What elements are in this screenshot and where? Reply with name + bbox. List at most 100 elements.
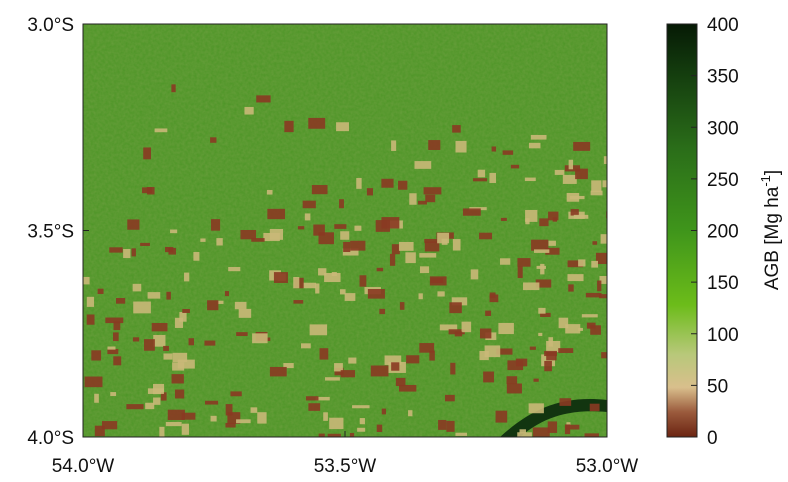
clearing-patch (381, 178, 394, 188)
x-tick-label: 53.5°W (314, 456, 377, 477)
colorbar-tick-label: 300 (707, 118, 739, 139)
clearing-patch (266, 189, 273, 195)
clearing-patch (449, 302, 462, 314)
clearing-patch (589, 403, 600, 412)
clearing-patch (517, 432, 532, 437)
clearing-patch (462, 208, 481, 216)
clearing-patch (418, 293, 423, 300)
map-raster (83, 24, 607, 437)
clearing-patch (256, 95, 271, 103)
clearing-patch (451, 297, 468, 306)
clearing-patch (538, 332, 543, 337)
clearing-patch (419, 266, 430, 274)
clearing-patch (565, 324, 581, 334)
clearing-patch (592, 241, 598, 245)
clearing-patch (532, 427, 550, 437)
clearing-patch (331, 272, 337, 277)
clearing-patch (417, 200, 427, 205)
clearing-patch (105, 317, 124, 324)
clearing-patch (446, 420, 455, 432)
clearing-patch (356, 177, 362, 189)
clearing-patch (113, 321, 121, 331)
clearing-patch (131, 248, 136, 257)
clearing-patch (315, 396, 330, 401)
clearing-patch (595, 252, 607, 265)
clearing-patch (101, 421, 118, 430)
clearing-patch (323, 412, 328, 421)
clearing-patch (602, 180, 607, 188)
clearing-patch (171, 84, 176, 93)
clearing-patch (445, 394, 455, 402)
clearing-patch (599, 294, 607, 299)
clearing-patch (461, 321, 472, 333)
clearing-patch (405, 252, 416, 264)
clearing-patch (375, 220, 390, 232)
clearing-patch (357, 427, 366, 432)
clearing-patch (313, 224, 325, 236)
clearing-patch (126, 404, 144, 410)
clearing-patch (325, 377, 340, 381)
clearing-patch (528, 403, 544, 414)
clearing-patch (151, 322, 168, 332)
clearing-patch (591, 260, 598, 268)
clearing-patch (525, 209, 538, 222)
clearing-patch (211, 219, 221, 231)
clearing-patch (147, 292, 161, 299)
clearing-patch (334, 367, 344, 376)
clearing-patch (496, 348, 513, 355)
clearing-patch (240, 229, 257, 240)
river (500, 399, 607, 437)
clearing-patch (204, 340, 216, 346)
clearing-patch (340, 231, 350, 240)
clearing-patch (273, 272, 288, 283)
clearing-patch (517, 258, 531, 267)
clearing-patch (470, 269, 479, 280)
clearing-patch (599, 275, 607, 284)
clearing-patch (210, 137, 217, 143)
clearing-patch (578, 259, 586, 267)
clearing-patch (455, 140, 467, 153)
clearing-patch (319, 348, 329, 360)
clearing-patch (548, 211, 559, 221)
clearing-patch (210, 415, 217, 422)
clearing-patch (350, 240, 366, 251)
clearing-patch (334, 363, 343, 372)
clearing-patch (324, 272, 341, 283)
clearing-patch (207, 300, 219, 311)
clearing-patch (170, 229, 178, 234)
clearing-patch (414, 161, 432, 169)
clearing-patch (479, 232, 493, 240)
clearing-patch (567, 260, 584, 268)
clearing-patch (428, 140, 441, 150)
clearing-patch (423, 187, 442, 195)
clearing-patch (538, 307, 546, 314)
clearing-patch (395, 377, 406, 387)
clearing-patch (379, 308, 386, 315)
clearing-patch (398, 241, 414, 251)
clearing-patch (581, 314, 598, 318)
clearing-patch (257, 412, 267, 424)
clearing-patch (452, 125, 461, 133)
clearing-patch (391, 362, 400, 371)
clearing-patch (265, 337, 271, 342)
colorbar-tick-label: 100 (707, 325, 739, 346)
clearing-patch (559, 398, 572, 406)
clearing-patch (376, 424, 383, 432)
clearing-patch (305, 396, 319, 401)
clearing-patch (94, 425, 105, 437)
clearing-patch (110, 392, 117, 397)
clearing-patch (437, 232, 450, 244)
clearing-patch (539, 218, 549, 227)
colorbar-tick-label: 250 (707, 170, 739, 191)
clearing-patch (318, 268, 327, 276)
clearing-patch (597, 280, 602, 292)
clearing-patch (284, 120, 294, 133)
clearing-patch (193, 252, 200, 261)
clearing-patch (425, 194, 436, 203)
clearing-patch (244, 106, 254, 115)
clearing-patch (188, 338, 194, 346)
colorbar-label-end: ] (762, 170, 783, 175)
clearing-patch (230, 391, 242, 397)
clearing-patch (107, 348, 119, 355)
clearing-patch (575, 168, 588, 180)
